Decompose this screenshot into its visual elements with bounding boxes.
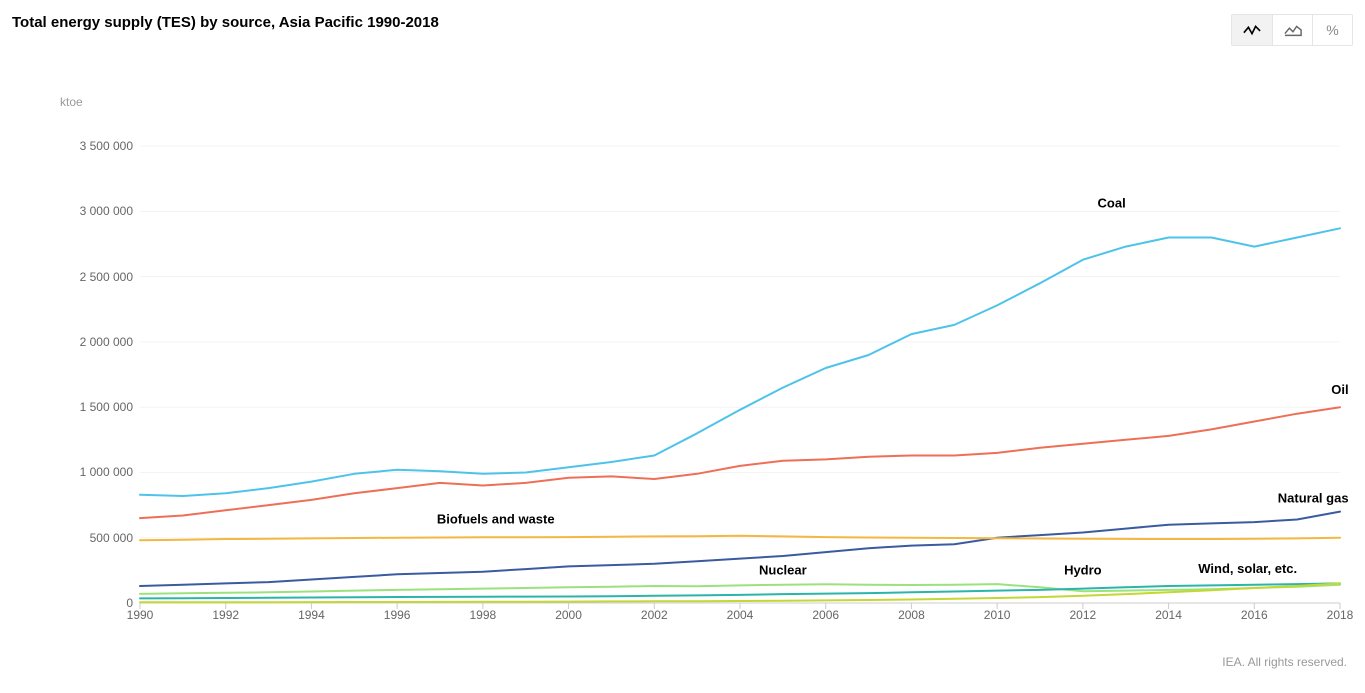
x-tick-label: 2004 bbox=[727, 608, 754, 622]
x-tick-label: 2018 bbox=[1327, 608, 1354, 622]
x-tick-label: 1992 bbox=[212, 608, 239, 622]
percent-mode-button[interactable]: % bbox=[1312, 15, 1352, 45]
y-tick-label: 3 000 000 bbox=[80, 204, 133, 218]
x-tick-label: 1998 bbox=[469, 608, 496, 622]
x-tick-label: 2008 bbox=[898, 608, 925, 622]
y-tick-label: 1 500 000 bbox=[80, 400, 133, 414]
x-tick-label: 2014 bbox=[1155, 608, 1182, 622]
y-tick-label: 2 000 000 bbox=[80, 335, 133, 349]
x-tick-label: 2012 bbox=[1069, 608, 1096, 622]
area-chart-icon bbox=[1284, 23, 1302, 37]
x-tick-label: 1994 bbox=[298, 608, 325, 622]
x-tick-label: 2016 bbox=[1241, 608, 1268, 622]
x-tick-label: 1990 bbox=[127, 608, 154, 622]
percent-icon: % bbox=[1326, 22, 1338, 38]
x-tick-label: 2000 bbox=[555, 608, 582, 622]
series-label-hydro: Hydro bbox=[1064, 562, 1102, 577]
y-tick-label: 3 500 000 bbox=[80, 139, 133, 153]
attribution-text: IEA. All rights reserved. bbox=[1222, 655, 1347, 669]
y-axis-labels: 0500 0001 000 0001 500 0002 000 0002 500… bbox=[55, 120, 133, 603]
series-label-nuclear: Nuclear bbox=[759, 562, 807, 577]
chart-plot-area: CoalOilNatural gasBiofuels and wasteNucl… bbox=[140, 120, 1340, 603]
series-label-oil: Oil bbox=[1331, 382, 1348, 397]
chart-mode-toolbar: % bbox=[1231, 14, 1353, 46]
y-tick-label: 1 000 000 bbox=[80, 465, 133, 479]
x-tick-label: 2010 bbox=[984, 608, 1011, 622]
area-mode-button[interactable] bbox=[1272, 15, 1312, 45]
x-axis-labels: 1990199219941996199820002002200420062008… bbox=[140, 608, 1340, 628]
x-tick-label: 2002 bbox=[641, 608, 668, 622]
y-axis-unit-label: ktoe bbox=[60, 95, 83, 109]
series-line-oil bbox=[140, 407, 1340, 518]
line-chart-icon bbox=[1243, 23, 1261, 37]
series-label-coal: Coal bbox=[1098, 195, 1126, 210]
series-line-coal bbox=[140, 228, 1340, 496]
x-tick-label: 2006 bbox=[812, 608, 839, 622]
series-line-natural-gas bbox=[140, 512, 1340, 586]
x-tick-label: 1996 bbox=[384, 608, 411, 622]
y-tick-label: 2 500 000 bbox=[80, 270, 133, 284]
y-tick-label: 500 000 bbox=[90, 531, 133, 545]
series-label-natural-gas: Natural gas bbox=[1278, 490, 1349, 505]
series-label-wind-solar-etc-: Wind, solar, etc. bbox=[1198, 561, 1297, 576]
series-label-biofuels-and-waste: Biofuels and waste bbox=[437, 511, 555, 526]
line-mode-button[interactable] bbox=[1232, 15, 1272, 45]
chart-title: Total energy supply (TES) by source, Asi… bbox=[12, 14, 439, 31]
